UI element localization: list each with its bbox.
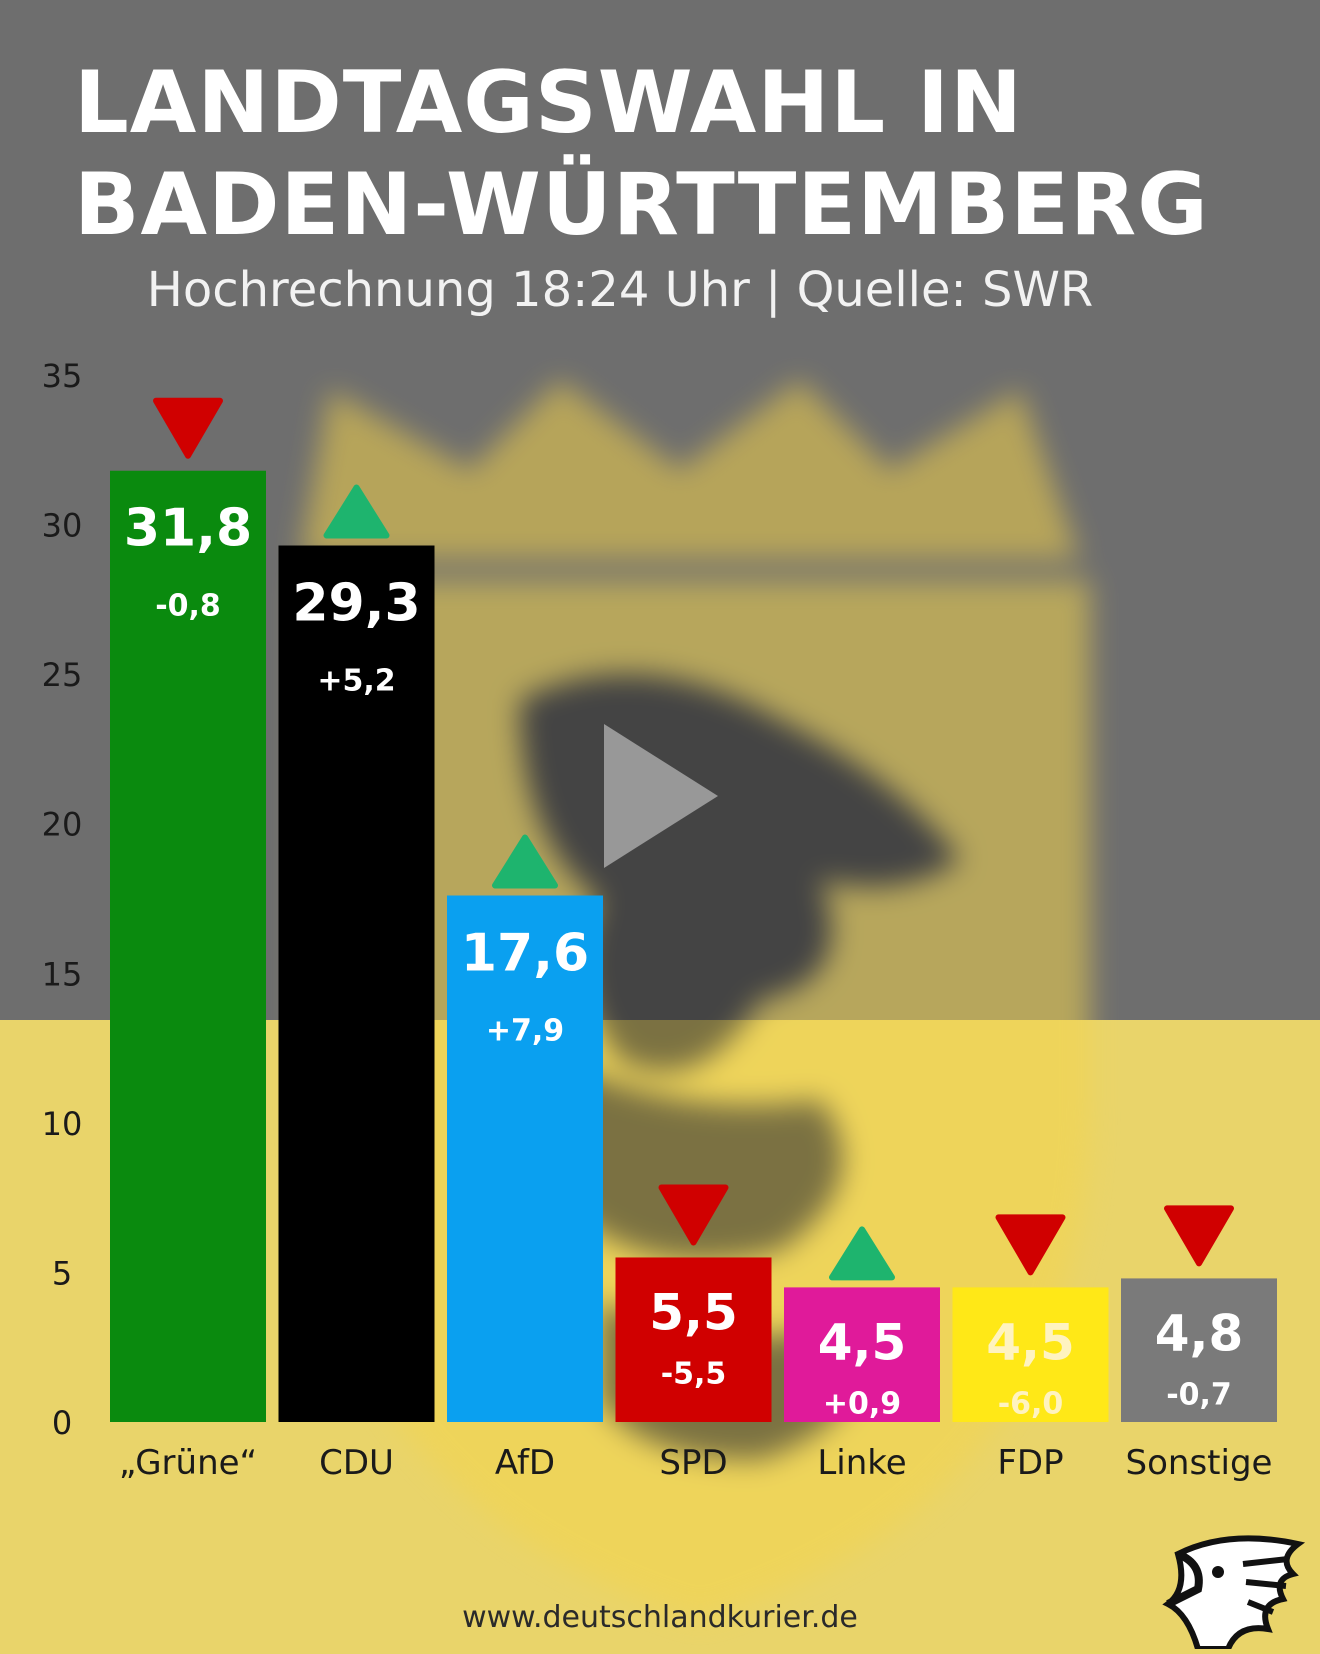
category-label: Linke (817, 1443, 906, 1483)
change-label: -0,8 (155, 589, 221, 624)
value-label: 17,6 (461, 924, 589, 984)
bar-2 (447, 895, 603, 1422)
y-tick-label: 0 (52, 1404, 72, 1442)
value-label: 29,3 (292, 574, 420, 634)
change-label: +0,9 (823, 1386, 901, 1421)
value-label: 31,8 (124, 499, 252, 559)
value-label: 4,5 (986, 1313, 1075, 1371)
value-label: 4,8 (1155, 1304, 1244, 1362)
bar-3 (615, 1257, 772, 1422)
change-label: -5,5 (661, 1356, 727, 1391)
play-icon[interactable] (596, 716, 726, 876)
y-tick-label: 15 (42, 955, 83, 993)
chart-title: LANDTAGSWAHL IN BADEN-WÜRTTEMBERG (74, 52, 1209, 256)
bar-5 (952, 1287, 1109, 1422)
category-label: „Grüne“ (119, 1443, 257, 1483)
category-label: Sonstige (1126, 1443, 1273, 1483)
y-tick-label: 30 (42, 507, 83, 545)
y-tick-label: 25 (42, 656, 83, 694)
footer-url[interactable]: www.deutschlandkurier.de (462, 1600, 858, 1635)
bar-4 (784, 1287, 940, 1422)
value-label: 5,5 (649, 1283, 738, 1341)
category-label: SPD (659, 1443, 727, 1483)
category-label: FDP (997, 1443, 1063, 1483)
trend-up-icon (492, 834, 558, 889)
title-line-1: LANDTAGSWAHL IN (74, 53, 1024, 153)
trend-down-icon (153, 397, 223, 459)
trend-up-icon (829, 1226, 895, 1281)
trend-down-icon (1164, 1205, 1234, 1267)
category-label: CDU (319, 1443, 394, 1483)
eagle-logo-icon (1162, 1535, 1306, 1649)
bar-6 (1121, 1278, 1277, 1422)
y-tick-label: 20 (42, 806, 83, 844)
value-label: 4,5 (818, 1313, 907, 1371)
y-tick-label: 5 (52, 1254, 72, 1292)
category-label: AfD (495, 1443, 555, 1483)
change-label: +7,9 (486, 1014, 564, 1049)
trend-down-icon (995, 1214, 1066, 1276)
trend-up-icon (323, 484, 390, 539)
y-tick-label: 35 (42, 357, 83, 395)
bar-0 (110, 470, 266, 1422)
bar-1 (278, 545, 435, 1422)
change-label: +5,2 (317, 664, 395, 699)
y-tick-label: 10 (42, 1105, 83, 1143)
chart-subtitle: Hochrechnung 18:24 Uhr | Quelle: SWR (146, 262, 1094, 318)
change-label: -0,7 (1166, 1377, 1232, 1412)
trend-down-icon (658, 1184, 729, 1246)
change-label: -6,0 (998, 1386, 1064, 1421)
title-line-2: BADEN-WÜRTTEMBERG (74, 155, 1209, 255)
